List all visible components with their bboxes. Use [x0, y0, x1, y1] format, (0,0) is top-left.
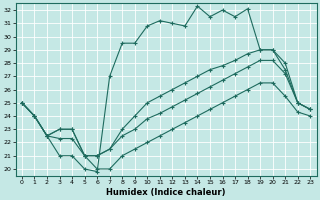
- X-axis label: Humidex (Indice chaleur): Humidex (Indice chaleur): [106, 188, 226, 197]
